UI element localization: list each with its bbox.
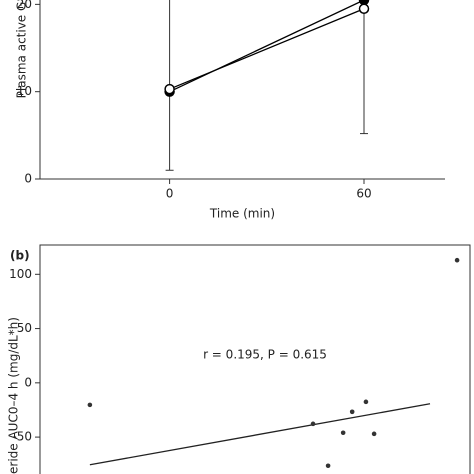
series-line (169, 0, 365, 93)
panel-label: (b) (10, 249, 30, 263)
plot (164, 0, 370, 171)
y-tick-label: -50 (12, 430, 32, 444)
series-line (169, 8, 365, 90)
point (310, 421, 316, 427)
y-tick-label: 50 (17, 321, 32, 335)
point (164, 83, 175, 95)
point (349, 409, 355, 415)
y-tick-label: 100 (9, 267, 32, 281)
plot-frame (39, 244, 471, 474)
fit-line (89, 403, 431, 466)
x-axis-label: Time (min) (209, 207, 275, 221)
y-tick-label: 10 (17, 84, 32, 98)
x-tick-label: 0 (166, 187, 174, 201)
point (87, 402, 93, 408)
x-tick-label: 60 (356, 187, 371, 201)
annotation: r = 0.195, P = 0.615 (203, 348, 327, 362)
point (358, 3, 370, 14)
point (340, 430, 346, 436)
y-tick-label: 0 (24, 172, 32, 186)
y-tick-label: 0 (24, 375, 32, 389)
y-tick-label: 20 (17, 0, 32, 11)
y-axis-label: eride AUC0–4 h (mg/dL*h) (7, 317, 21, 474)
point (363, 399, 369, 405)
plot (89, 403, 431, 466)
point (325, 463, 331, 469)
point (371, 431, 377, 437)
point (454, 257, 460, 263)
y-axis-label: Plasma active G (15, 2, 29, 99)
